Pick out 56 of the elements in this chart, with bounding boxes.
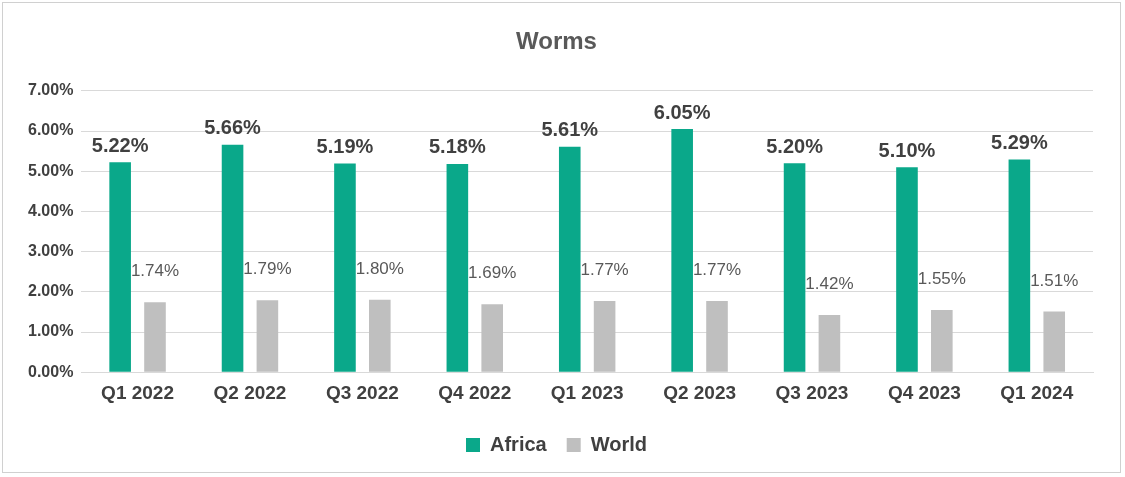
- y-tick-label: 4.00%: [27, 201, 74, 219]
- x-tick-label: Q4 2023: [887, 381, 961, 403]
- bar: [931, 309, 953, 372]
- data-label: 1.80%: [355, 259, 404, 279]
- x-tick-label: Q1 2024: [1000, 381, 1074, 403]
- data-label: 5.10%: [878, 138, 936, 161]
- y-tick-label: 7.00%: [27, 81, 74, 99]
- bar: [1043, 311, 1066, 372]
- x-tick-label: Q1 2023: [550, 381, 624, 403]
- data-label: 5.22%: [91, 133, 149, 156]
- data-label: 1.51%: [1030, 270, 1079, 290]
- data-label: 6.05%: [653, 100, 711, 123]
- chart-title: Worms: [516, 27, 597, 55]
- data-label: 5.29%: [991, 131, 1048, 154]
- x-tick-label: Q4 2022: [438, 381, 512, 403]
- y-tick-label: 6.00%: [27, 121, 74, 139]
- bar: [446, 163, 469, 372]
- data-label: 1.55%: [917, 269, 966, 289]
- data-label: 1.77%: [692, 260, 742, 280]
- data-label: 1.79%: [243, 259, 292, 279]
- bar: [818, 315, 841, 372]
- data-label: 5.20%: [766, 134, 824, 157]
- data-label: 1.69%: [468, 263, 517, 283]
- y-tick-label: 2.00%: [27, 282, 74, 300]
- x-tick-label: Q2 2023: [663, 381, 737, 403]
- bar: [369, 299, 391, 372]
- bar: [256, 300, 279, 372]
- legend-label: World: [590, 432, 647, 455]
- bar: [144, 302, 166, 372]
- data-label: 1.77%: [580, 260, 629, 280]
- bar: [221, 144, 244, 372]
- data-label: 5.66%: [204, 116, 262, 139]
- data-label: 1.42%: [805, 274, 854, 294]
- bar: [896, 167, 918, 372]
- data-label: 5.61%: [541, 118, 599, 141]
- data-label: 1.74%: [130, 261, 180, 281]
- x-tick-label: Q1 2022: [101, 381, 175, 403]
- bar: [558, 146, 581, 372]
- y-tick-label: 0.00%: [27, 362, 74, 380]
- bar: [481, 304, 504, 372]
- bar: [783, 163, 806, 372]
- x-tick-label: Q3 2022: [325, 381, 399, 403]
- legend-label: Africa: [490, 432, 548, 455]
- y-tick-label: 5.00%: [27, 161, 74, 179]
- bar: [706, 301, 728, 372]
- bar: [334, 163, 356, 372]
- bar: [593, 301, 616, 372]
- y-tick-label: 1.00%: [27, 322, 74, 340]
- bar: [1008, 159, 1031, 372]
- x-tick-label: Q3 2023: [775, 381, 849, 403]
- x-tick-label: Q2 2022: [213, 381, 287, 403]
- bar: [109, 162, 131, 372]
- data-label: 5.18%: [429, 135, 486, 158]
- bar: [671, 128, 693, 372]
- y-tick-label: 3.00%: [27, 242, 74, 260]
- data-label: 5.19%: [316, 135, 374, 158]
